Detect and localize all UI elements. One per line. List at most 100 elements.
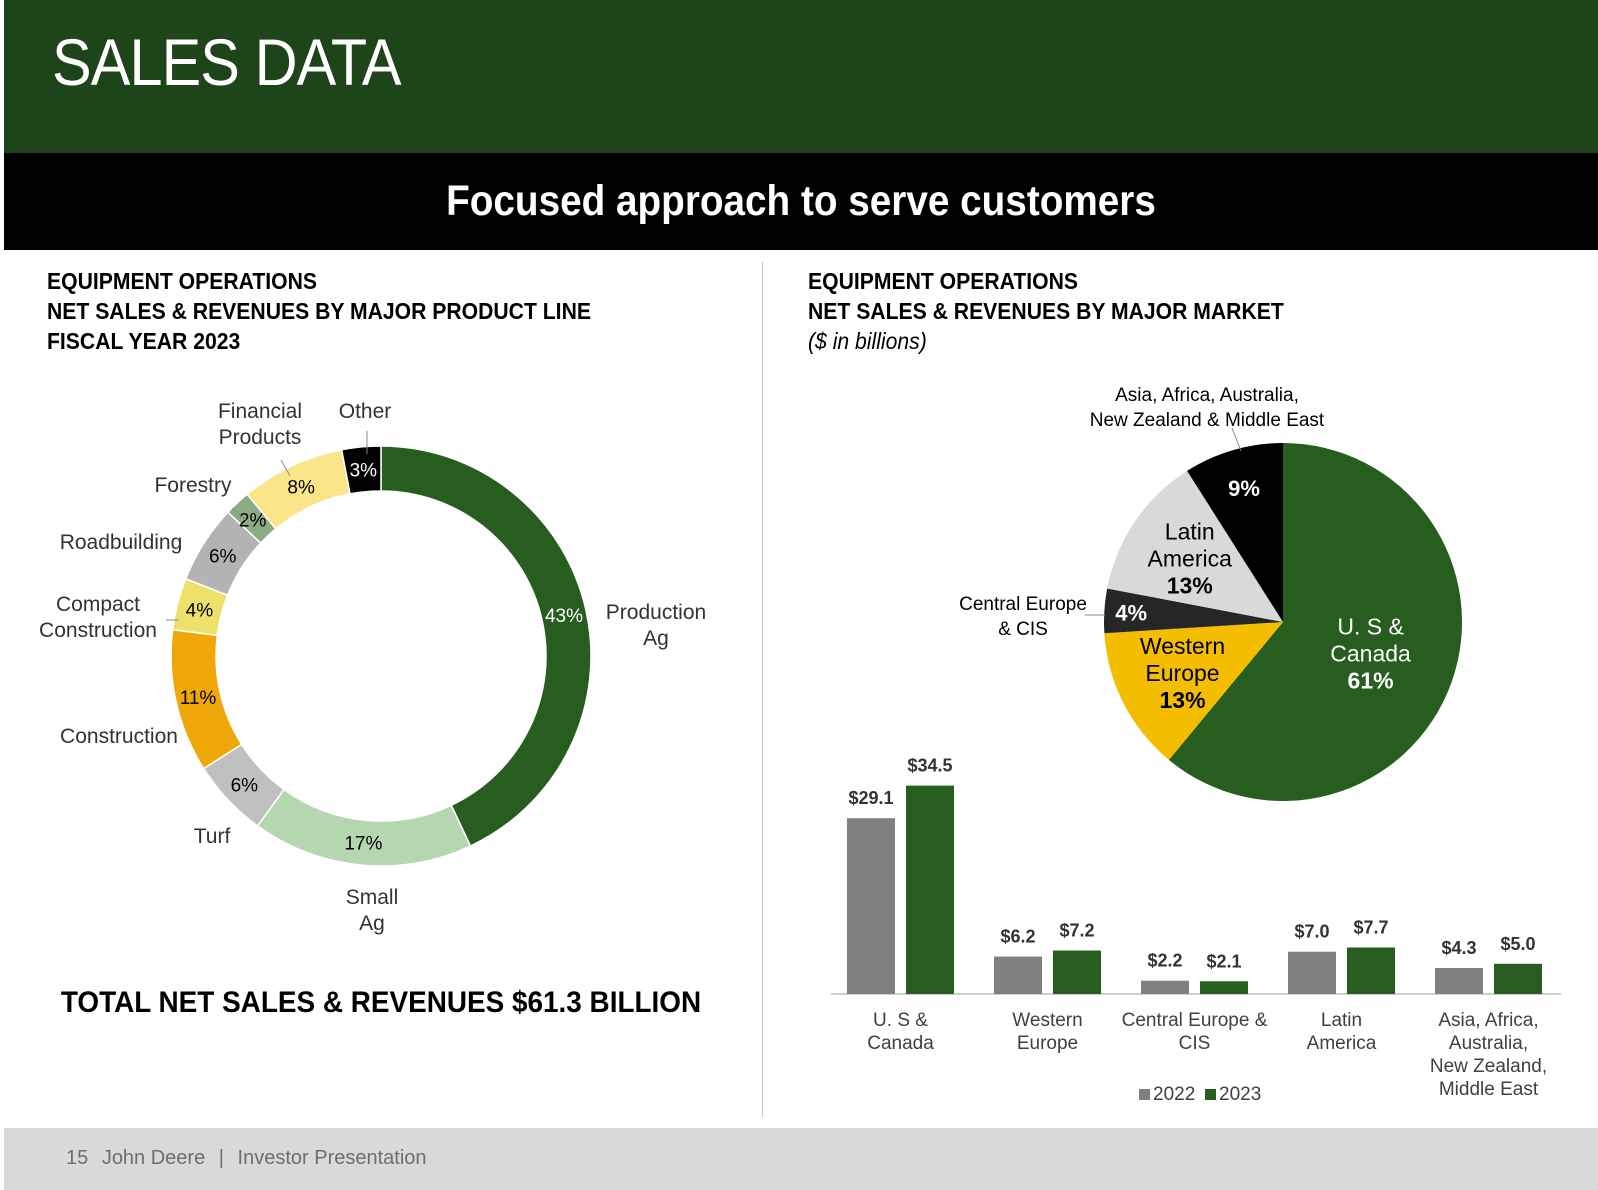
footer-separator: | xyxy=(218,1147,224,1169)
bar-category-label-central-europe-cis-1: Central Europe & xyxy=(1122,1010,1268,1031)
bar-category-label-asia-africa-australia-new-zealand-middle-east-2: Australia, xyxy=(1449,1033,1528,1054)
footer-company: John Deere xyxy=(101,1147,206,1169)
total-sales-label: TOTAL NET SALES & REVENUES $61.3 BILLION xyxy=(60,986,702,1019)
pie-slice-asia-africa-australia-new-zealand-middle-east xyxy=(1187,443,1283,622)
bar-category-label-western-europe-1: Western xyxy=(1012,1010,1082,1031)
left-panel-title: EQUIPMENT OPERATIONS NET SALES & REVENUE… xyxy=(47,266,591,356)
pie-category-label-latin-america-2: America xyxy=(1148,546,1233,572)
bar-value-label-2022-latin-america: $7.0 xyxy=(1294,922,1329,942)
bar-value-label-2023-latin-america: $7.7 xyxy=(1353,917,1388,937)
bar-2023-u-s-canada xyxy=(906,785,954,994)
bar-value-label-2022-u-s-canada: $29.1 xyxy=(848,788,893,808)
footer-text: 15 John Deere | Investor Presentation xyxy=(66,1147,435,1170)
donut-category-label-compact-construction-2: Construction xyxy=(39,619,157,642)
donut-category-label-roadbuilding: Roadbuilding xyxy=(60,531,183,554)
page-title: SALES DATA xyxy=(52,25,402,99)
bar-category-label-latin-america-1: Latin xyxy=(1321,1010,1362,1031)
pie-category-label-u-s-canada-1: U. S & xyxy=(1337,614,1403,640)
pie-value-label-central-europe-cis: 4% xyxy=(1115,600,1147,625)
bar-category-label-central-europe-cis-2: CIS xyxy=(1179,1033,1211,1054)
bar-2022-western-europe xyxy=(994,956,1042,994)
pie-category-label-latin-america-1: Latin xyxy=(1165,519,1215,545)
bar-value-label-2022-western-europe: $6.2 xyxy=(1000,927,1035,947)
donut-category-label-turf: Turf xyxy=(194,825,231,848)
bar-2022-latin-america xyxy=(1288,951,1336,994)
pie-slice-western-europe xyxy=(1104,622,1283,760)
donut-value-label-production-ag: 43% xyxy=(545,606,583,627)
donut-category-label-construction: Construction xyxy=(60,725,178,748)
bar-category-label-asia-africa-australia-new-zealand-middle-east-3: New Zealand, xyxy=(1430,1056,1547,1077)
right-title-line-2: NET SALES & REVENUES BY MAJOR MARKET xyxy=(808,298,1284,324)
pie-slice-central-europe-cis xyxy=(1104,588,1283,634)
pie-category-label-central-europe-1: Central Europe xyxy=(959,594,1087,615)
bar-category-label-asia-africa-australia-new-zealand-middle-east-4: Middle East xyxy=(1439,1079,1539,1100)
bar-category-label-u-s-canada-1: U. S & xyxy=(873,1010,928,1031)
subheader-bar: Focused approach to serve customers xyxy=(4,153,1598,250)
donut-value-label-compact-construction: 4% xyxy=(186,600,214,621)
left-title-line-3: FISCAL YEAR 2023 xyxy=(47,328,241,354)
left-title-line-2: NET SALES & REVENUES BY MAJOR PRODUCT LI… xyxy=(47,298,591,324)
bar-2023-central-europe-cis xyxy=(1200,981,1248,994)
donut-slice-other xyxy=(340,445,382,495)
donut-value-label-other: 3% xyxy=(350,460,378,481)
header-bar: SALES DATA xyxy=(4,0,1598,153)
bar-2023-latin-america xyxy=(1347,947,1395,994)
pie-category-label-western-europe-1: Western xyxy=(1140,633,1225,659)
donut-category-label-forestry: Forestry xyxy=(154,474,232,497)
pie-category-label-asia-africa-1: Asia, Africa, Australia, xyxy=(1115,385,1299,406)
legend-label-2022: 2022 xyxy=(1153,1084,1195,1105)
donut-value-label-small-ag: 17% xyxy=(344,834,382,855)
footer-bar: 15 John Deere | Investor Presentation xyxy=(4,1128,1598,1190)
donut-category-label-small-ag-1: Small xyxy=(346,886,399,909)
pie-value-label-asia-africa-australia-new-zealand-middle-east: 9% xyxy=(1228,476,1260,501)
donut-leader-line-financial-products xyxy=(280,459,291,477)
donut-value-label-forestry: 2% xyxy=(239,510,267,531)
legend-swatch-2023 xyxy=(1205,1089,1216,1100)
bar-2023-western-europe xyxy=(1053,950,1101,994)
legend-swatch-2022 xyxy=(1139,1089,1150,1100)
pie-category-label-asia-africa-2: New Zealand & Middle East xyxy=(1090,410,1325,431)
donut-slice-production-ag xyxy=(380,445,592,848)
legend-label-2023: 2023 xyxy=(1219,1084,1261,1105)
bar-value-label-2022-central-europe-cis: $2.2 xyxy=(1147,951,1182,971)
subheader-title: Focused approach to serve customers xyxy=(446,177,1156,225)
donut-leader-line-forestry xyxy=(231,507,248,522)
pie-category-label-western-europe-2: Europe xyxy=(1145,660,1219,686)
pie-value-label-u-s-canada: 61% xyxy=(1348,668,1394,694)
bar-value-label-2023-asia-africa-australia-new-zealand-middle-east: $5.0 xyxy=(1500,934,1535,954)
bar-2022-asia-africa-australia-new-zealand-middle-east xyxy=(1435,968,1483,994)
pie-leader-line-asia xyxy=(1231,427,1242,452)
donut-category-label-other: Other xyxy=(339,400,392,423)
bar-category-label-asia-africa-australia-new-zealand-middle-east-1: Asia, Africa, xyxy=(1438,1010,1538,1031)
bar-category-label-latin-america-2: America xyxy=(1307,1033,1377,1054)
donut-value-label-financial-products: 8% xyxy=(287,477,315,498)
right-title-line-1: EQUIPMENT OPERATIONS xyxy=(808,268,1079,294)
pie-category-label-u-s-canada-2: Canada xyxy=(1330,641,1411,667)
pie-slice-latin-america xyxy=(1107,470,1283,622)
donut-category-label-production-ag-1: Production xyxy=(606,601,706,624)
donut-category-label-production-ag-2: Ag xyxy=(643,627,669,650)
donut-value-label-turf: 6% xyxy=(231,775,259,796)
bar-2022-central-europe-cis xyxy=(1141,980,1189,994)
panel-divider xyxy=(762,262,763,1117)
donut-category-label-small-ag-2: Ag xyxy=(359,912,385,935)
pie-category-label-central-europe-2: & CIS xyxy=(998,619,1048,640)
pie-value-label-latin-america: 13% xyxy=(1167,573,1213,599)
pie-value-label-western-europe: 13% xyxy=(1159,687,1205,713)
bar-value-label-2023-central-europe-cis: $2.1 xyxy=(1206,951,1241,971)
right-panel-title: EQUIPMENT OPERATIONS NET SALES & REVENUE… xyxy=(808,266,1284,356)
donut-value-label-construction: 11% xyxy=(180,688,217,709)
donut-category-label-financial-products-2: Products xyxy=(219,426,302,449)
bar-category-label-u-s-canada-2: Canada xyxy=(867,1033,934,1054)
donut-value-label-roadbuilding: 6% xyxy=(209,547,237,568)
pie-slice-u-s-canada xyxy=(1168,443,1462,801)
left-title-line-1: EQUIPMENT OPERATIONS xyxy=(47,268,318,294)
footer-page-number: 15 xyxy=(66,1147,89,1169)
bar-value-label-2023-u-s-canada: $34.5 xyxy=(907,756,952,776)
footer-doc-title: Investor Presentation xyxy=(237,1147,427,1169)
bar-2022-u-s-canada xyxy=(847,818,895,994)
bar-2023-asia-africa-australia-new-zealand-middle-east xyxy=(1494,963,1542,994)
right-title-note: ($ in billions) xyxy=(808,328,927,354)
